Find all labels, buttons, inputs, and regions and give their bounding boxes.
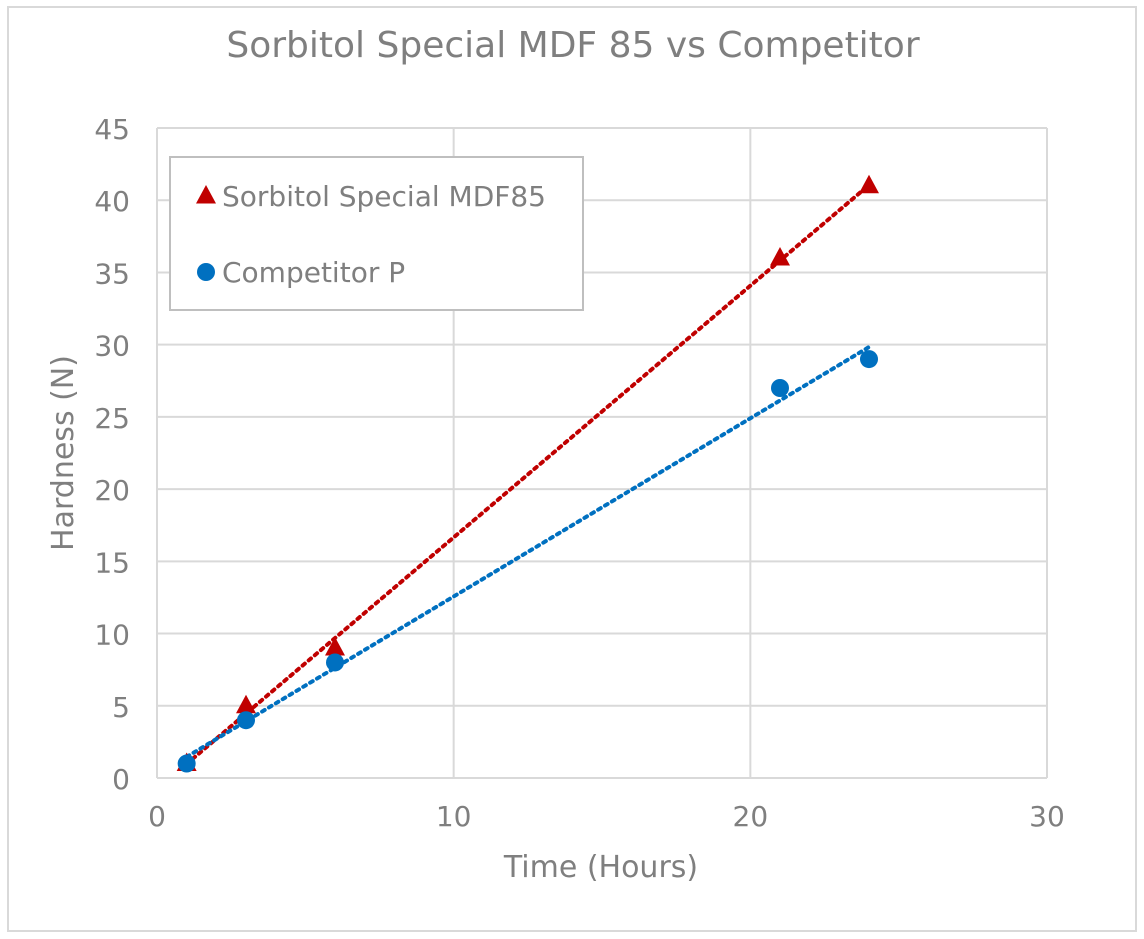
legend-box <box>169 156 584 311</box>
trendline-competitor <box>184 345 871 759</box>
data-point-competitor <box>860 350 878 369</box>
data-point-competitor <box>177 754 196 773</box>
y-tick-label: 15 <box>94 546 130 579</box>
x-axis-title: Time (Hours) <box>503 850 698 885</box>
y-tick-label: 5 <box>112 691 130 724</box>
y-tick-label: 10 <box>94 619 130 652</box>
legend-label-competitor: Competitor P <box>222 256 405 289</box>
x-tick-label: 30 <box>1029 800 1065 833</box>
legend-marker-sorbitol <box>196 185 216 204</box>
trendline-layer <box>184 183 871 766</box>
marker-layer <box>176 174 879 773</box>
data-point-competitor <box>326 653 344 672</box>
chart-title: Sorbitol Special MDF 85 vs Competitor <box>226 25 919 66</box>
data-point-competitor <box>771 379 789 397</box>
y-tick-label: 40 <box>94 185 130 218</box>
data-point-sorbitol <box>325 637 345 656</box>
y-tick-label: 20 <box>94 474 130 507</box>
data-point-competitor <box>237 711 255 730</box>
legend-marker-competitor <box>197 263 215 281</box>
y-tick-label: 25 <box>94 402 130 435</box>
legend-items: Sorbitol Special MDF85 Competitor P <box>196 180 546 289</box>
x-tick-label: 10 <box>436 800 472 833</box>
y-tick-label: 45 <box>94 113 130 146</box>
trendline-sorbitol <box>184 183 871 766</box>
y-tick-label: 35 <box>94 257 130 290</box>
y-tick-label: 0 <box>112 763 130 796</box>
x-tick-label: 0 <box>148 800 166 833</box>
y-tick-label: 30 <box>94 330 130 363</box>
legend-label-sorbitol: Sorbitol Special MDF85 <box>222 180 546 213</box>
y-axis-title: Hardness (N) <box>46 355 81 551</box>
legend: Sorbitol Special MDF85 Competitor P <box>169 156 584 311</box>
data-point-sorbitol <box>859 174 879 194</box>
x-tick-label: 20 <box>733 800 769 833</box>
data-point-sorbitol <box>236 694 256 714</box>
data-point-sorbitol <box>770 247 790 266</box>
tick-label-layer: 0 5 10 15 20 25 30 35 40 45 0 10 20 30 <box>94 113 1064 833</box>
